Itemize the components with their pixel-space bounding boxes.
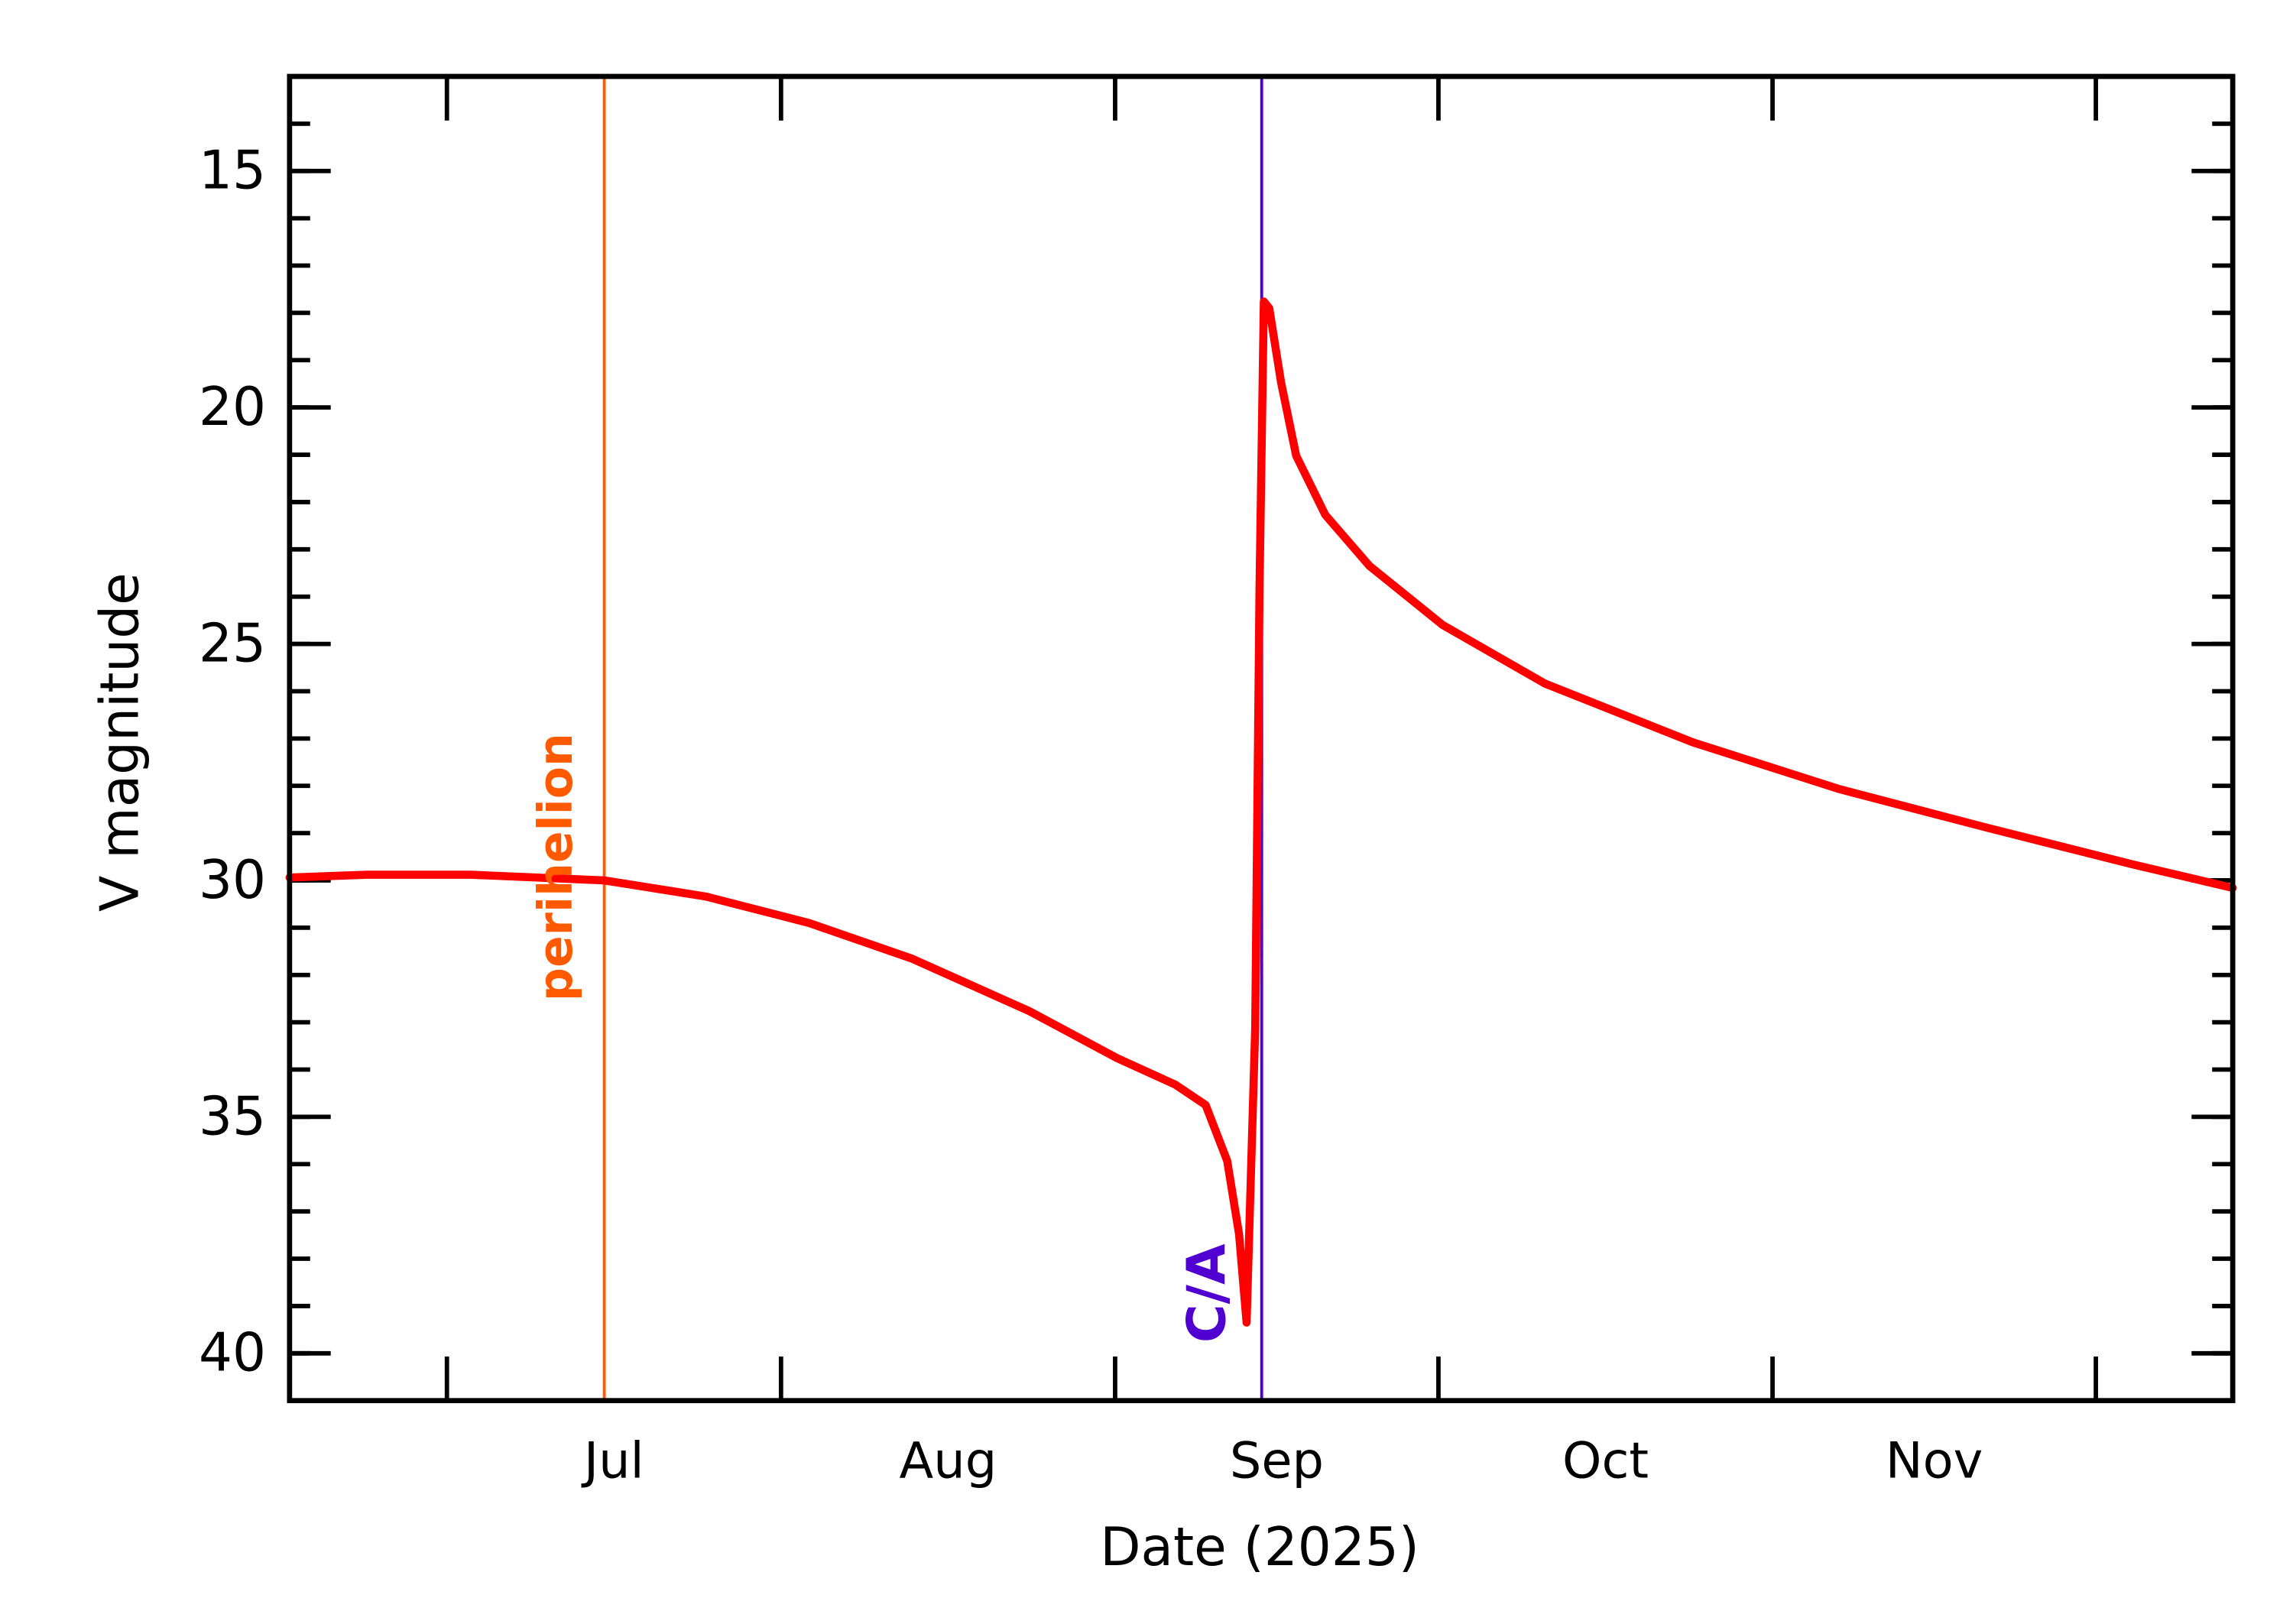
y-tick-label: 35 — [199, 1086, 266, 1147]
y-tick-label: 30 — [199, 850, 266, 911]
y-tick-label: 25 — [199, 613, 266, 674]
y-axis-label: V magnitude — [90, 572, 151, 912]
data-line — [285, 297, 2237, 1327]
x-tick-label: Nov — [1886, 1431, 1983, 1489]
y-tick-label: 40 — [199, 1323, 266, 1384]
y-tick-label: 20 — [199, 377, 266, 438]
ca-label: C/A — [1176, 1243, 1237, 1343]
perihelion-label: perihelion — [528, 733, 583, 1001]
x-tick-label: Jul — [581, 1431, 644, 1489]
x-tick-label: Oct — [1562, 1431, 1649, 1489]
y-tick-label: 15 — [199, 141, 266, 202]
plot-frame — [287, 73, 2236, 1404]
x-tick-label: Sep — [1230, 1431, 1324, 1489]
x-axis-label: Date (2025) — [1100, 1517, 1419, 1578]
x-tick-label: Aug — [900, 1431, 997, 1489]
